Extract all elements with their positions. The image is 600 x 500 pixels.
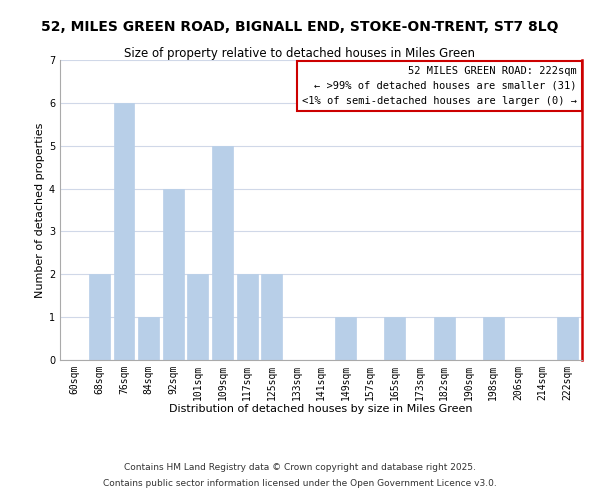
Bar — [113, 103, 134, 360]
Bar — [557, 317, 578, 360]
Text: Contains public sector information licensed under the Open Government Licence v3: Contains public sector information licen… — [103, 478, 497, 488]
Bar — [89, 274, 110, 360]
Bar — [236, 274, 257, 360]
Bar — [385, 317, 406, 360]
Bar — [483, 317, 504, 360]
Y-axis label: Number of detached properties: Number of detached properties — [35, 122, 45, 298]
Bar — [138, 317, 159, 360]
Text: Contains HM Land Registry data © Crown copyright and database right 2025.: Contains HM Land Registry data © Crown c… — [124, 464, 476, 472]
Bar — [434, 317, 455, 360]
Bar — [212, 146, 233, 360]
Bar — [261, 274, 282, 360]
Bar — [163, 188, 184, 360]
Bar — [187, 274, 208, 360]
X-axis label: Distribution of detached houses by size in Miles Green: Distribution of detached houses by size … — [169, 404, 473, 414]
Text: Size of property relative to detached houses in Miles Green: Size of property relative to detached ho… — [125, 48, 476, 60]
Text: 52 MILES GREEN ROAD: 222sqm
← >99% of detached houses are smaller (31)
<1% of se: 52 MILES GREEN ROAD: 222sqm ← >99% of de… — [302, 66, 577, 106]
Bar — [335, 317, 356, 360]
Text: 52, MILES GREEN ROAD, BIGNALL END, STOKE-ON-TRENT, ST7 8LQ: 52, MILES GREEN ROAD, BIGNALL END, STOKE… — [41, 20, 559, 34]
